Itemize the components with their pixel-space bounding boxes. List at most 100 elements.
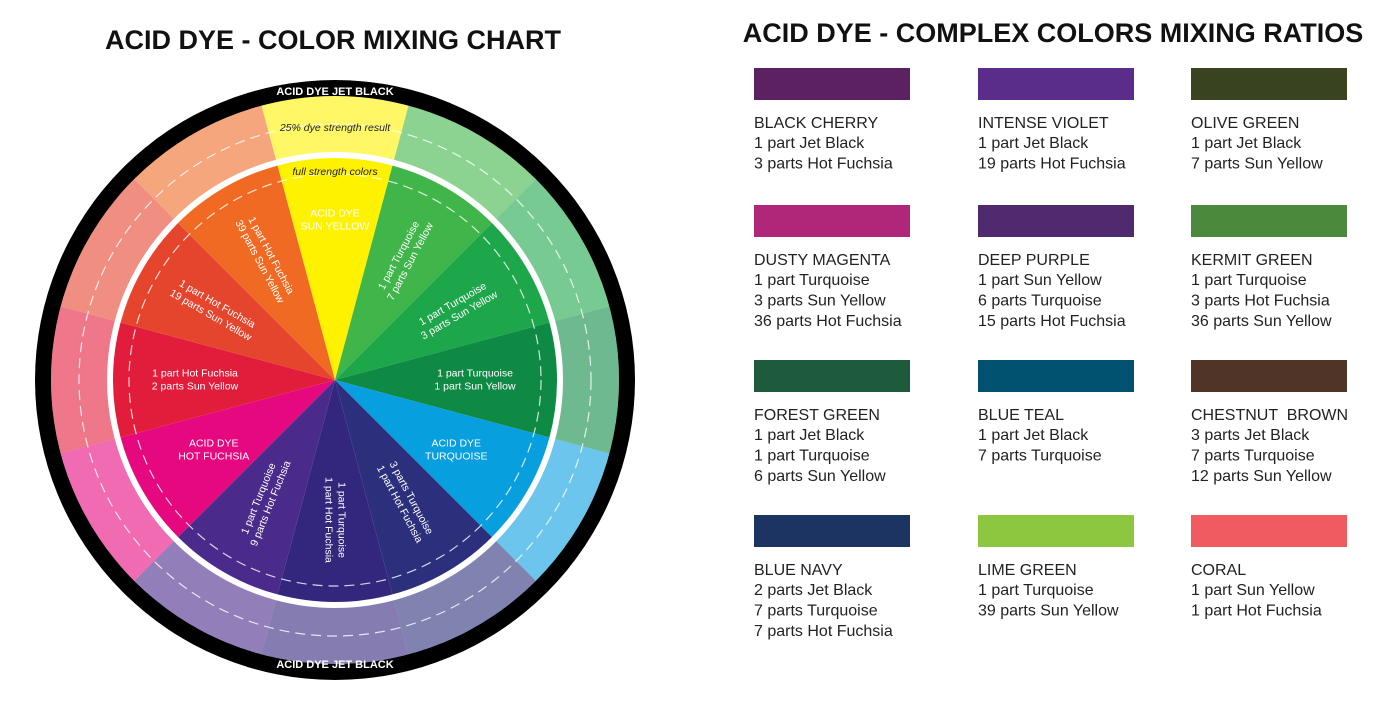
- ratio-line: 7 parts Sun Yellow: [1191, 156, 1323, 173]
- ratio-line: 7 parts Turquoise: [978, 448, 1102, 465]
- ratio-line: 36 parts Sun Yellow: [1191, 313, 1332, 330]
- ratio-line: 6 parts Turquoise: [978, 293, 1102, 310]
- ratio-line: 7 parts Turquoise: [754, 603, 878, 620]
- swatch: [1191, 360, 1347, 392]
- segment-text: ACID DYE: [189, 437, 239, 449]
- outer-segment: [261, 96, 409, 160]
- swatch: [754, 360, 910, 392]
- segment-text: 1 part Hot Fuchsia: [323, 477, 335, 563]
- ratio-line: 7 parts Hot Fuchsia: [754, 623, 893, 640]
- ratio-line: 7 parts Turquoise: [1191, 448, 1315, 465]
- ratio-line: 1 part Jet Black: [978, 135, 1089, 152]
- swatch: [754, 205, 910, 237]
- inner-segment: [335, 223, 550, 380]
- outer-note: 25% dye strength result: [279, 122, 391, 134]
- swatch: [754, 68, 910, 100]
- ratio-line: 1 part Turquoise: [754, 272, 870, 289]
- ratio-line: 1 part Sun Yellow: [978, 272, 1102, 289]
- inner-segment: [113, 322, 335, 438]
- ring-label-bottom: ACID DYE JET BLACK: [276, 659, 393, 671]
- swatch: [1191, 205, 1347, 237]
- outer-segment: [394, 105, 536, 219]
- segment-text: TURQUOISE: [425, 450, 487, 462]
- color-name: CHESTNUT BROWN: [1191, 407, 1348, 424]
- outer-segment: [394, 541, 536, 655]
- outer-segment: [134, 105, 276, 219]
- color-name: KERMIT GREEN: [1191, 252, 1313, 269]
- segment-text: 2 parts Sun Yellow: [152, 380, 239, 392]
- inner-segment: [277, 158, 393, 380]
- ratio-line: 12 parts Sun Yellow: [1191, 468, 1332, 485]
- ratio-line: 1 part Jet Black: [1191, 135, 1302, 152]
- color-name: DEEP PURPLE: [978, 252, 1090, 269]
- segment-text: 1 part Turquoise: [336, 482, 348, 558]
- segment-text: ACID DYE: [431, 437, 481, 449]
- segment-text: 1 part Hot Fuchsia: [152, 367, 238, 379]
- ratio-line: 3 parts Hot Fuchsia: [754, 156, 893, 173]
- dash-inner: [128, 173, 542, 587]
- color-name: BLUE NAVY: [754, 562, 843, 579]
- outer-segment: [496, 179, 610, 321]
- inner-segment: [178, 380, 335, 595]
- inner-segment: [335, 380, 550, 537]
- ratio-line: 1 part Jet Black: [978, 427, 1089, 444]
- ratio-line: 3 parts Jet Black: [1191, 427, 1310, 444]
- outer-segment: [555, 306, 619, 454]
- color-name: DUSTY MAGENTA: [754, 252, 891, 269]
- inner-note: full strength colors: [292, 166, 378, 178]
- inner-segment: [335, 165, 492, 380]
- segment-text: ACID DYE: [310, 207, 360, 219]
- swatch: [978, 205, 1134, 237]
- ratio-line: 39 parts Sun Yellow: [978, 603, 1119, 620]
- color-name: OLIVE GREEN: [1191, 115, 1299, 132]
- ratio-line: 1 part Turquoise: [978, 582, 1094, 599]
- ratio-line: 1 part Sun Yellow: [1191, 582, 1315, 599]
- segment-text: HOT FUCHSIA: [178, 450, 249, 462]
- color-name: FOREST GREEN: [754, 407, 880, 424]
- swatch: [978, 360, 1134, 392]
- swatch: [978, 68, 1134, 100]
- outer-segment: [261, 600, 409, 664]
- ratio-line: 1 part Hot Fuchsia: [1191, 603, 1322, 620]
- outer-segment: [51, 306, 115, 454]
- inner-segment: [335, 322, 558, 438]
- inner-segment: [120, 380, 335, 537]
- swatch: [1191, 515, 1347, 547]
- ratios-title: ACID DYE - COMPLEX COLORS MIXING RATIOS: [743, 18, 1364, 48]
- color-name: INTENSE VIOLET: [978, 115, 1109, 132]
- swatch: [754, 515, 910, 547]
- ratio-line: 1 part Jet Black: [754, 135, 865, 152]
- color-name: LIME GREEN: [978, 562, 1077, 579]
- swatch: [1191, 68, 1347, 100]
- segment-text: 1 part Turquoise: [437, 367, 513, 379]
- ratio-line: 1 part Turquoise: [754, 448, 870, 465]
- outer-segment: [496, 439, 610, 581]
- outer-segment: [134, 541, 276, 655]
- ratio-line: 15 parts Hot Fuchsia: [978, 313, 1126, 330]
- outer-segment: [60, 179, 174, 321]
- wheel-title: ACID DYE - COLOR MIXING CHART: [105, 25, 562, 55]
- inner-segment: [178, 165, 335, 380]
- inner-segment: [277, 380, 393, 602]
- color-name: BLUE TEAL: [978, 407, 1064, 424]
- ratio-line: 6 parts Sun Yellow: [754, 468, 886, 485]
- dash-outer: [78, 123, 592, 637]
- inner-segment: [120, 223, 335, 380]
- ratio-line: 36 parts Hot Fuchsia: [754, 313, 902, 330]
- color-name: CORAL: [1191, 562, 1246, 579]
- ratio-line: 2 parts Jet Black: [754, 582, 873, 599]
- segment-text: 1 part Sun Yellow: [434, 380, 516, 392]
- ratio-line: 1 part Jet Black: [754, 427, 865, 444]
- inner-segment: [335, 380, 492, 595]
- segment-text: SUN YELLOW: [301, 220, 370, 232]
- ratio-line: 3 parts Hot Fuchsia: [1191, 293, 1330, 310]
- swatch: [978, 515, 1134, 547]
